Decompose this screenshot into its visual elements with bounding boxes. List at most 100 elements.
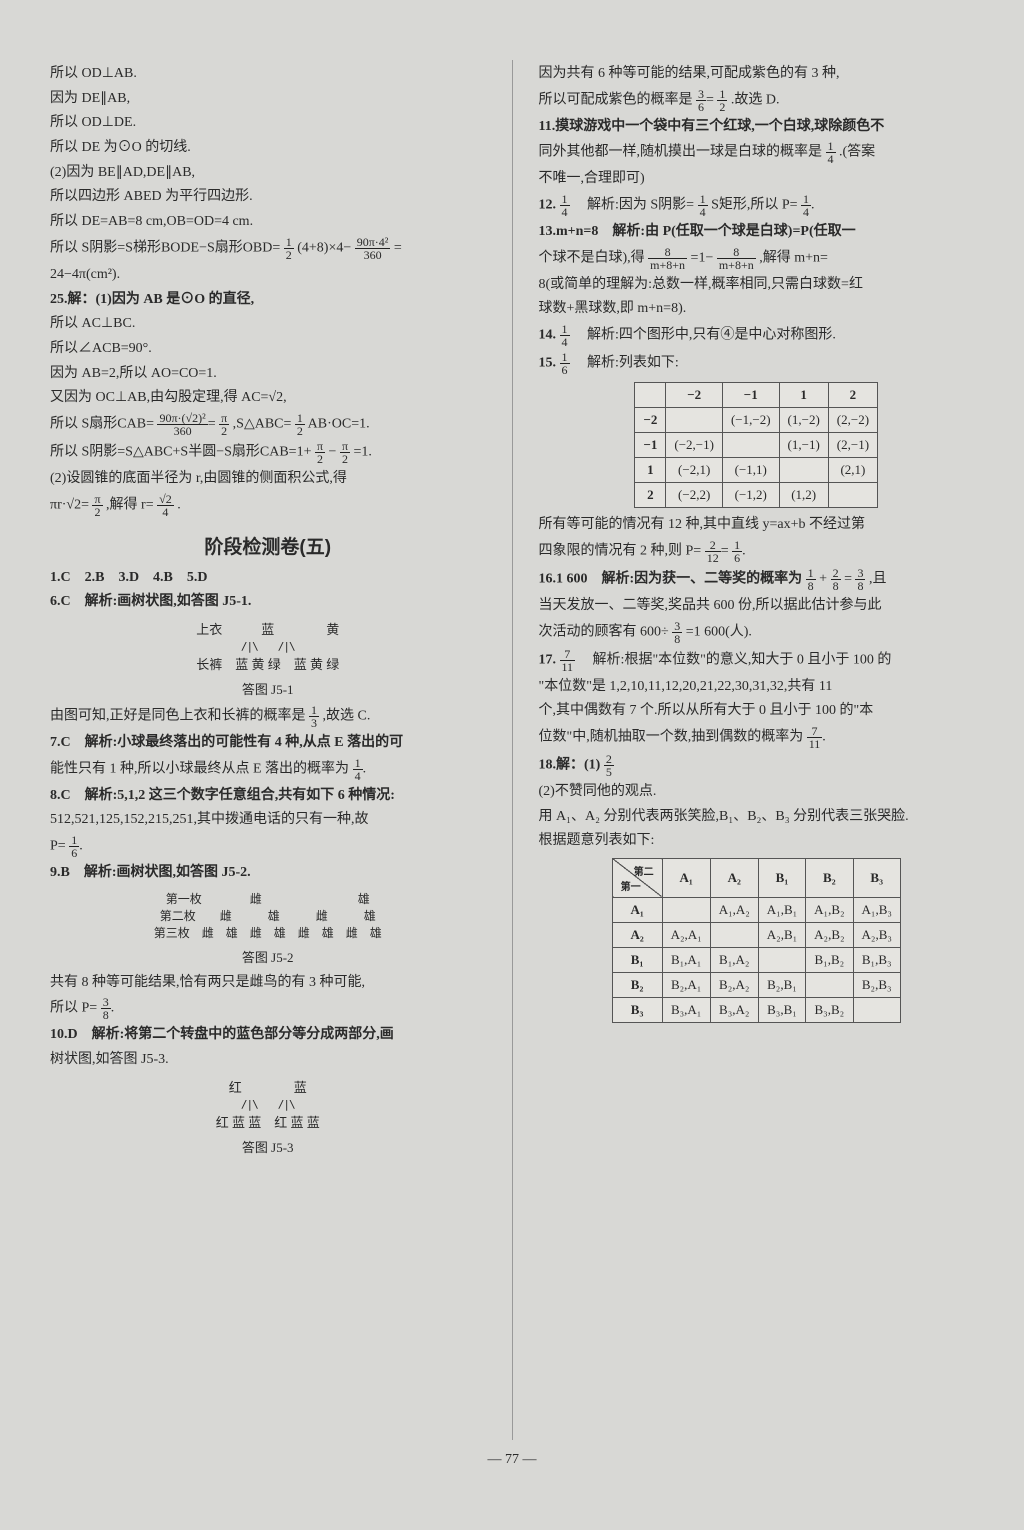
text-line: (2)因为 BE∥AD,DE∥AB,	[50, 162, 486, 184]
table-cell: A₂,B₂	[806, 922, 853, 947]
tree-diagram-3: 红 蓝 /|\ /|\ 红 蓝 蓝 红 蓝 蓝	[50, 1077, 486, 1131]
fraction: 13	[309, 704, 319, 729]
text-line: 所以 AC⊥BC.	[50, 313, 486, 335]
table-cell: B₂,A₁	[662, 972, 710, 997]
figure-caption: 答图 J5-1	[50, 679, 486, 698]
right-column: 因为共有 6 种等可能的结果,可配成紫色的有 3 种, 所以可配成紫色的概率是 …	[539, 60, 975, 1440]
t: 所以 S阴影=S△ABC+S半圆−S扇形CAB=1+	[50, 445, 311, 460]
text-line: 不唯一,合理即可)	[539, 168, 975, 190]
text-line: 所以∠ACB=90°.	[50, 338, 486, 360]
table-header: A₁	[662, 858, 710, 897]
fraction: 711	[807, 725, 823, 750]
table-header-diagonal: 第二第一	[612, 858, 662, 897]
t: 14.	[539, 328, 557, 343]
fraction: 38	[855, 567, 865, 592]
t: ,解得 m+n=	[759, 250, 828, 265]
text-line: 所以 S阴影=S△ABC+S半圆−S扇形CAB=1+ π2 − π2 =1.	[50, 440, 486, 465]
text-line: 7.C 解析:小球最终落出的可能性有 4 种,从点 E 落出的可	[50, 732, 486, 754]
text-line: (2)不赞同他的观点.	[539, 781, 975, 803]
fraction: π2	[219, 412, 229, 437]
table-cell	[828, 483, 877, 508]
table-cell: (2,−2)	[828, 408, 877, 433]
table-cell: (−1,2)	[722, 483, 779, 508]
t: 所以 S阴影=S梯形BODE−S扇形OBD=	[50, 241, 280, 256]
t: 由图可知,正好是同色上衣和长裤的概率是	[50, 709, 306, 724]
table-cell: (2,−1)	[828, 433, 877, 458]
text-line: 根据题意列表如下:	[539, 830, 975, 852]
text-line: 13.m+n=8 解析:由 P(任取一个球是白球)=P(任取一	[539, 221, 975, 243]
t: ,解得 r=	[106, 497, 154, 512]
q25: 25.解：(1)因为 AB 是⊙O 的直径,	[50, 289, 486, 311]
t: 12.	[539, 198, 557, 213]
table-cell: B₃,A₁	[662, 997, 710, 1022]
t: =	[394, 241, 402, 256]
tree-row: 红 蓝	[50, 1077, 486, 1096]
t: −	[329, 445, 337, 460]
text-line: 四象限的情况有 2 种,则 P= 212= 16.	[539, 539, 975, 564]
text-line: 16.1 600 解析:因为获一、二等奖的概率为 18 + 28 = 38 ,且	[539, 567, 975, 592]
table-cell	[779, 458, 828, 483]
t: 6.C 解析:画树状图,如答图 J5-1.	[50, 594, 251, 609]
text-line: 所以 S扇形CAB= 90π·(√2)²360= π2 ,S△ABC= 12 A…	[50, 412, 486, 437]
table-header: 2	[828, 383, 877, 408]
t: πr·√2=	[50, 497, 89, 512]
table-cell: B₁,A₂	[710, 947, 758, 972]
text-line: 14. 14 解析:四个图形中,只有④是中心对称图形.	[539, 323, 975, 348]
fraction: 36	[696, 88, 706, 113]
text-line: 所以 OD⊥AB.	[50, 63, 486, 85]
fraction: 38	[672, 620, 682, 645]
table-cell: B₂,B₃	[853, 972, 900, 997]
fraction: 14	[801, 193, 811, 218]
text-line: 所以 S阴影=S梯形BODE−S扇形OBD= 12 (4+8)×4− 90π·4…	[50, 236, 486, 261]
page-columns: 所以 OD⊥AB. 因为 DE∥AB, 所以 OD⊥DE. 所以 DE 为⊙O …	[50, 60, 974, 1440]
table-cell: B₂,A₂	[710, 972, 758, 997]
text-line: 24−4π(cm²).	[50, 264, 486, 286]
table-cell: B₃,A₂	[710, 997, 758, 1022]
table-header: A₂	[710, 858, 758, 897]
table-cell: (−2,−1)	[666, 433, 723, 458]
t: 同外其他都一样,随机摸出一球是白球的概率是	[539, 145, 823, 160]
text-line: 9.B 解析:画树状图,如答图 J5-2.	[50, 862, 486, 884]
probability-table-1: −2−112−2(−1,−2)(1,−2)(2,−2)−1(−2,−1)(1,−…	[634, 382, 878, 508]
t: 能性只有 1 种,所以小球最终从点 E 落出的概率为	[50, 761, 349, 776]
fraction: 18	[806, 567, 816, 592]
table-cell: B₁,A₁	[662, 947, 710, 972]
figure-caption: 答图 J5-2	[50, 947, 486, 966]
table-cell: (−1,1)	[722, 458, 779, 483]
text-line: 8.C 解析:5,1,2 这三个数字任意组合,共有如下 6 种情况:	[50, 785, 486, 807]
fraction: 16	[732, 539, 742, 564]
column-divider	[512, 60, 513, 1440]
t: 18.解：(1)	[539, 758, 601, 773]
table-row-header: B₂	[612, 972, 662, 997]
figure-caption: 答图 J5-3	[50, 1137, 486, 1156]
t: 解析:列表如下:	[573, 356, 679, 371]
t: =	[844, 572, 852, 587]
table-cell: A₂,A₁	[662, 922, 710, 947]
bold-label: 25.解：(1)因为 AB 是⊙O 的直径,	[50, 292, 254, 307]
fraction: 25	[604, 753, 614, 778]
fraction: 12	[295, 412, 305, 437]
fraction: 38	[101, 996, 111, 1021]
text-line: 所有等可能的情况有 12 种,其中直线 y=ax+b 不经过第	[539, 514, 975, 536]
text-line: 球数+黑球数,即 m+n=8).	[539, 298, 975, 320]
fraction: √24	[157, 493, 174, 518]
text-line: 同外其他都一样,随机摸出一球是白球的概率是 14 .(答案	[539, 140, 975, 165]
tree-row: 长裤 蓝 黄 绿 蓝 黄 绿	[50, 654, 486, 673]
text-line: 用 A₁、A₂ 分别代表两张笑脸,B₁、B₂、B₃ 分别代表三张哭脸.	[539, 806, 975, 828]
table-header: B₁	[758, 858, 805, 897]
text-line: 能性只有 1 种,所以小球最终从点 E 落出的概率为 14.	[50, 757, 486, 782]
text-line: 当天发放一、二等奖,奖品共 600 份,所以据此估计参与此	[539, 595, 975, 617]
table-row-header: 1	[635, 458, 666, 483]
table-header: −1	[722, 383, 779, 408]
text-line: (2)设圆锥的底面半径为 r,由圆锥的侧面积公式,得	[50, 468, 486, 490]
fraction: π2	[340, 440, 350, 465]
text-line: 所以 DE 为⊙O 的切线.	[50, 137, 486, 159]
fraction: 14	[698, 193, 708, 218]
table-header	[635, 383, 666, 408]
text-line: 位数"中,随机抽取一个数,抽到偶数的概率为 711.	[539, 725, 975, 750]
table-cell: (1,−2)	[779, 408, 828, 433]
table-cell: B₁,B₃	[853, 947, 900, 972]
table-cell: (1,−1)	[779, 433, 828, 458]
table-cell: B₂,B₁	[758, 972, 805, 997]
t: S矩形,所以 P=	[711, 198, 797, 213]
